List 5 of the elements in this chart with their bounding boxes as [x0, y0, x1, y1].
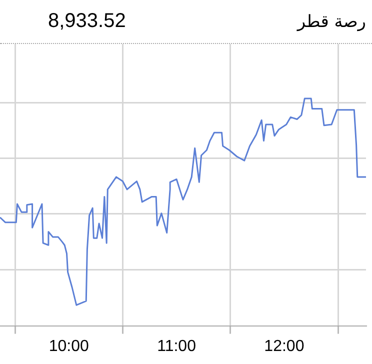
chart-subtitle: 8,933.52 [48, 10, 126, 33]
x-tick-label: 10:00 [48, 338, 90, 355]
x-tick-label: 11:00 [157, 338, 196, 355]
chart-title: رصة قطر [297, 12, 366, 32]
x-tick-label: 12:00 [264, 338, 304, 355]
